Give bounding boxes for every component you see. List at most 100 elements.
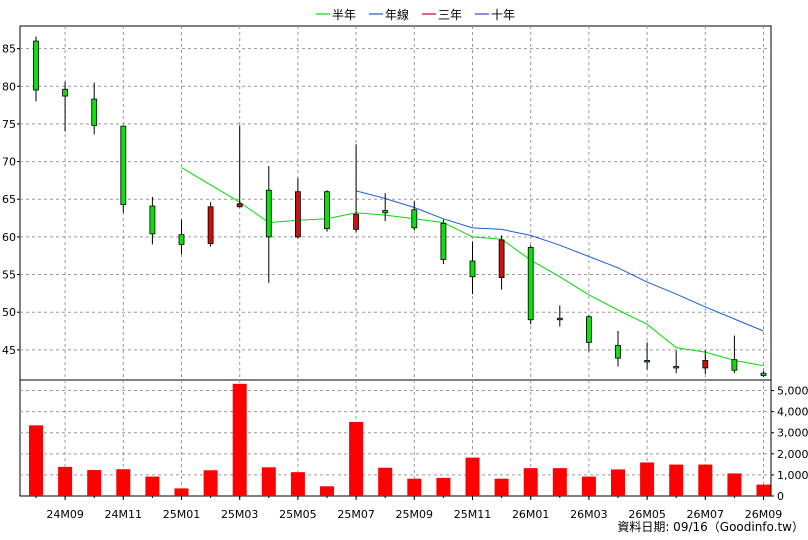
legend-label: 三年 xyxy=(438,8,462,22)
candle xyxy=(382,193,389,222)
candle-body xyxy=(294,191,301,238)
x-tick-label: 24M09 xyxy=(46,508,84,521)
volume-bar xyxy=(116,469,131,496)
price-plot-area xyxy=(19,25,772,381)
candle-body xyxy=(440,222,447,260)
volume-bar xyxy=(29,425,43,496)
volume-bar xyxy=(552,468,567,496)
candle-body xyxy=(265,189,272,238)
candle xyxy=(586,315,592,352)
candle xyxy=(324,190,330,232)
candle-body xyxy=(673,366,680,369)
candle xyxy=(731,335,738,374)
candle-body xyxy=(178,234,185,245)
candle xyxy=(440,219,447,265)
volume-bar xyxy=(436,477,451,496)
x-tick-label: 26M01 xyxy=(512,508,550,521)
volume-bar xyxy=(494,478,509,496)
candle xyxy=(556,305,563,327)
volume-bar xyxy=(378,467,393,496)
candle xyxy=(265,166,272,283)
volume-bar xyxy=(640,462,655,496)
candle-body xyxy=(556,317,563,321)
candle-body xyxy=(149,205,156,235)
y-tick-label: 65 xyxy=(2,193,16,206)
candle xyxy=(673,350,680,374)
volume-bar xyxy=(203,470,218,496)
y-tick-label: 45 xyxy=(2,344,16,357)
candle-body xyxy=(644,360,650,363)
candle xyxy=(353,144,360,233)
x-tick-label: 25M07 xyxy=(337,508,375,521)
moving-average-lines xyxy=(181,167,764,367)
candle-body xyxy=(236,203,243,208)
candle xyxy=(236,125,243,208)
y-tick-label: 5,000 xyxy=(777,385,808,398)
candle xyxy=(644,342,650,370)
series-line xyxy=(181,167,764,367)
volume-bar xyxy=(290,472,305,496)
volume-bar xyxy=(465,457,480,496)
candle-body xyxy=(207,206,214,245)
candlesticks xyxy=(33,36,767,377)
candle-body xyxy=(469,260,476,278)
x-tick-label: 25M11 xyxy=(454,508,492,521)
volume-y-axis: 0 1,000 2,000 3,000 4,000 5,000 xyxy=(771,385,808,503)
candle-body xyxy=(33,40,39,91)
volume-bar xyxy=(756,484,771,496)
x-tick-label: 25M05 xyxy=(279,508,317,521)
candle-body xyxy=(324,191,330,230)
candle-body xyxy=(760,372,767,376)
candle xyxy=(527,245,534,325)
x-tick-label: 25M09 xyxy=(396,508,434,521)
x-tick-label: 26M03 xyxy=(570,508,608,521)
x-axis: 24M09 24M11 25M01 25M03 25M05 25M07 25M09 25M11… xyxy=(35,496,783,521)
candle xyxy=(469,241,476,295)
candle-body xyxy=(411,209,418,229)
candle xyxy=(120,125,127,213)
y-tick-label: 3,000 xyxy=(777,427,808,440)
y-tick-label: 80 xyxy=(2,80,16,93)
y-tick-label: 50 xyxy=(2,306,16,319)
candle xyxy=(207,202,214,247)
legend-label: 十年 xyxy=(491,8,515,22)
candle-body xyxy=(498,239,505,278)
data-date-footer: 資料日期: 09/16（Goodinfo.tw） xyxy=(617,520,804,534)
candle-body xyxy=(702,360,709,369)
candle-body xyxy=(586,316,592,343)
x-tick-label: 26M09 xyxy=(745,508,783,521)
x-tick-label: 24M11 xyxy=(105,508,143,521)
volume-bar xyxy=(174,488,189,496)
x-tick-label: 25M03 xyxy=(221,508,259,521)
candle-body xyxy=(120,125,127,205)
candle-body xyxy=(731,359,738,371)
candle-body xyxy=(527,247,534,321)
candle-body xyxy=(615,344,621,359)
candle-body xyxy=(382,210,389,214)
y-tick-label: 75 xyxy=(2,118,16,131)
volume-bar xyxy=(727,473,742,496)
candle xyxy=(149,196,156,245)
chart-legend: 半年 年線 三年 十年 xyxy=(316,7,515,22)
volume-bar xyxy=(669,464,684,496)
candle xyxy=(411,201,418,231)
candle xyxy=(498,235,505,290)
x-tick-label: 26M07 xyxy=(687,508,725,521)
y-tick-label: 4,000 xyxy=(777,406,808,419)
volume-plot-area xyxy=(19,379,772,497)
volume-bar xyxy=(87,470,102,496)
volume-bar xyxy=(407,478,422,496)
volume-bar xyxy=(581,476,596,496)
candle xyxy=(294,178,301,239)
legend-label: 年線 xyxy=(385,7,409,22)
x-tick-label: 25M01 xyxy=(163,508,201,521)
candle-body xyxy=(353,213,360,230)
volume-bar xyxy=(349,421,364,496)
volume-bar xyxy=(611,469,625,496)
price-y-axis: 45 50 55 60 65 70 75 80 85 xyxy=(2,43,20,357)
volume-bar xyxy=(523,468,538,496)
volume-bar xyxy=(261,467,276,496)
y-tick-label: 1,000 xyxy=(777,469,808,482)
candle xyxy=(91,82,98,135)
